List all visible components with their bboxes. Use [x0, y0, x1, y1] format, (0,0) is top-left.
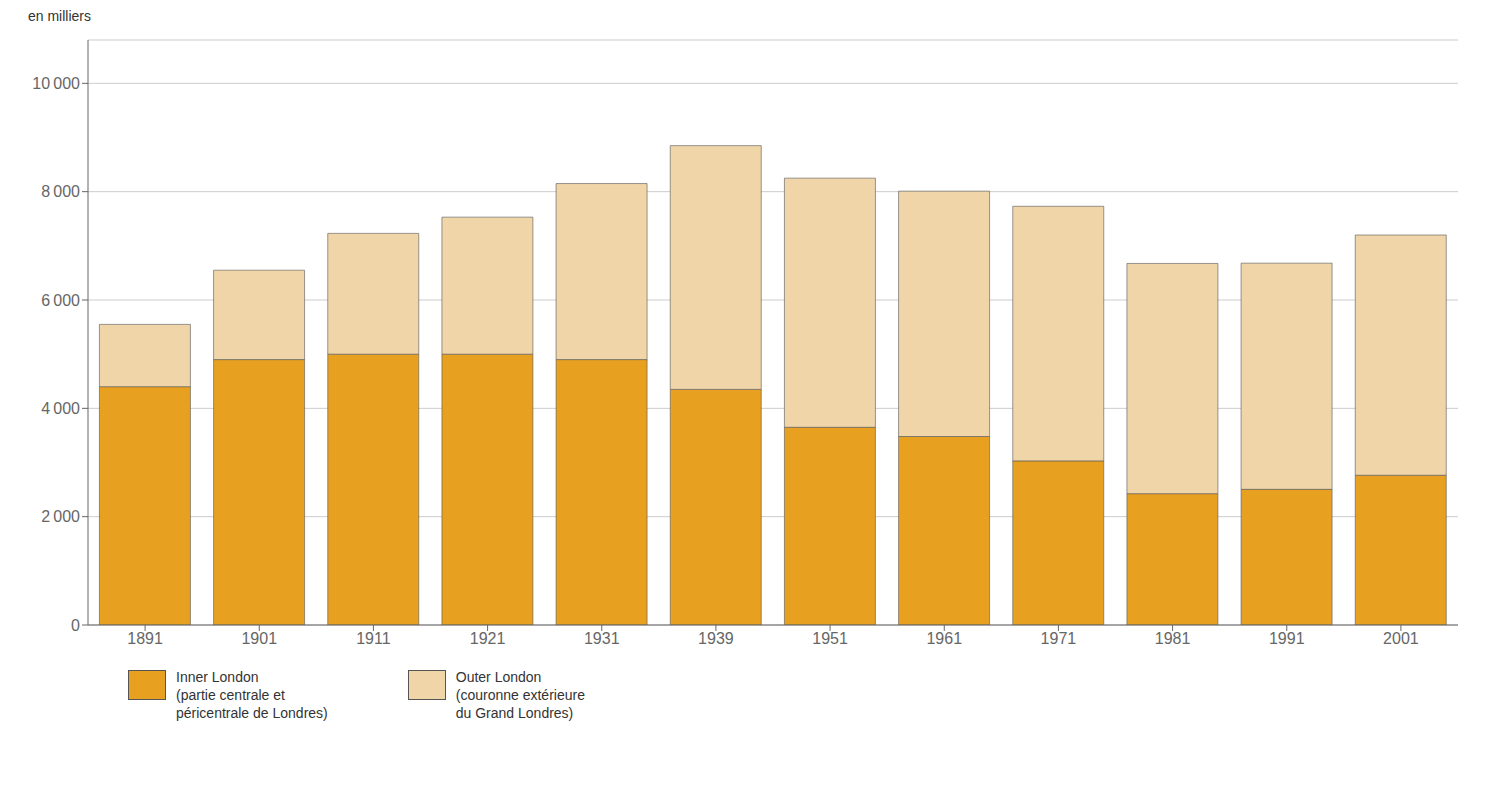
svg-text:8 000: 8 000 [41, 183, 80, 200]
svg-text:1991: 1991 [1269, 630, 1305, 647]
svg-text:6 000: 6 000 [41, 292, 80, 309]
html-text:(couronne extérieure: (couronne extérieure [455, 687, 585, 703]
svg-text:4 000: 4 000 [41, 400, 80, 417]
svg-text:0: 0 [71, 617, 80, 634]
svg-text:1981: 1981 [1155, 630, 1191, 647]
html-text:en milliers: en milliers [28, 8, 91, 24]
svg-text:2 000: 2 000 [41, 508, 80, 525]
html-text:(partie centrale et: (partie centrale et [176, 687, 285, 703]
html-text:du Grand Londres): du Grand Londres) [455, 705, 574, 721]
html-text:Outer London: Outer London [455, 669, 542, 685]
svg-text:1891: 1891 [127, 630, 163, 647]
svg-text:10 000: 10 000 [32, 75, 80, 92]
svg-text:1971: 1971 [1041, 630, 1077, 647]
html-text:péricentrale de Londres): péricentrale de Londres) [176, 705, 328, 721]
svg-text:1911: 1911 [356, 630, 391, 647]
svg-text:1901: 1901 [241, 630, 277, 647]
html-text:Inner London: Inner London [176, 669, 259, 685]
svg-text:2001: 2001 [1383, 630, 1419, 647]
svg-text:1921: 1921 [470, 630, 506, 647]
svg-text:1961: 1961 [926, 630, 962, 647]
svg-text:1931: 1931 [584, 630, 620, 647]
svg-text:1939: 1939 [698, 630, 734, 647]
svg-text:1951: 1951 [812, 630, 848, 647]
